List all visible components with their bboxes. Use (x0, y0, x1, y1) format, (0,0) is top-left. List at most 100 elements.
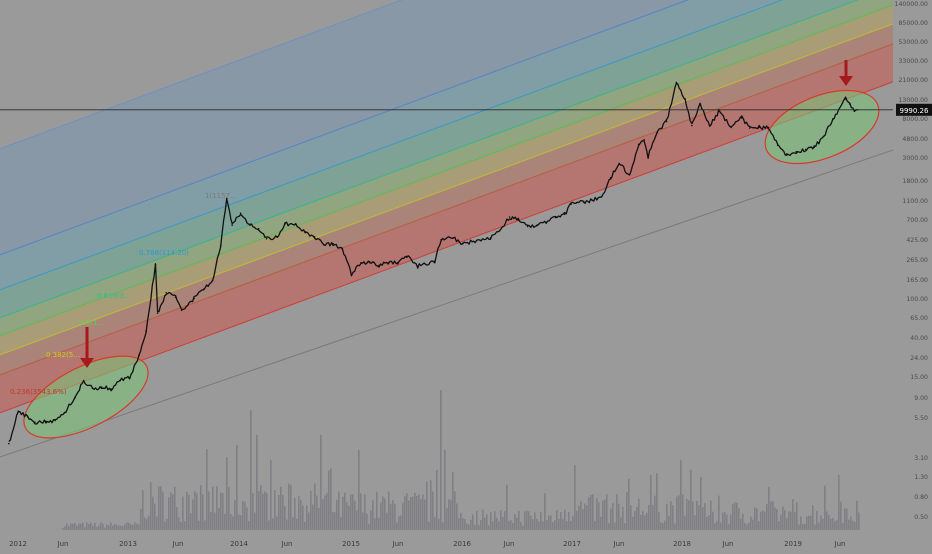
price-point (165, 291, 167, 294)
volume-bar (730, 514, 732, 530)
highlight-ellipse-2012 (23, 355, 149, 439)
x-tick-label: Jun (503, 540, 515, 548)
price-point (591, 199, 593, 202)
volume-bar (772, 501, 774, 530)
volume-bar (114, 524, 116, 530)
volume-bar (376, 491, 378, 530)
price-point (202, 288, 205, 291)
volume-bar (778, 521, 780, 530)
y-axis[interactable]: 140000.00 85000.00 53000.00 33000.00 21000.0… (895, 1, 929, 521)
y-tick-label: 15.00 (910, 374, 928, 381)
x-tick-label: Jun (172, 540, 184, 548)
volume-bar (516, 517, 518, 530)
price-point (332, 242, 334, 245)
volume-bar (608, 523, 610, 530)
y-tick-label: 8000.00 (902, 116, 928, 123)
volume-bar (188, 494, 190, 530)
volume-bar (600, 516, 602, 530)
price-point (284, 222, 286, 225)
volume-bar (166, 518, 168, 530)
volume-bar (568, 511, 570, 530)
volume-bar (688, 500, 690, 530)
price-point (110, 388, 112, 390)
volume-bar (696, 500, 698, 530)
volume-bar (502, 517, 504, 530)
price-point (350, 273, 353, 276)
volume-bar (582, 509, 584, 530)
price-point (211, 279, 214, 282)
volume-bar (292, 517, 294, 530)
price-point (387, 262, 390, 264)
volume-bar (252, 493, 254, 530)
highlight-ellipse-2019 (764, 89, 880, 165)
volume-bar (740, 518, 742, 530)
volume-bar (306, 505, 308, 530)
volume-bar (384, 498, 386, 530)
volume-bar (100, 522, 102, 530)
y-tick-label: 24.00 (910, 355, 928, 362)
volume-bar (820, 515, 822, 530)
volume-bar (356, 510, 358, 530)
volume-bar (786, 518, 788, 530)
price-point (265, 237, 268, 240)
volume-bar (552, 522, 554, 530)
volume-bar (344, 492, 346, 530)
volume-bar (264, 491, 266, 530)
volume-bar (286, 519, 288, 530)
price-point (647, 155, 649, 158)
volume-bar (604, 499, 606, 530)
volume-bar (302, 505, 304, 530)
price-point (461, 242, 464, 245)
volume-bar (304, 521, 306, 530)
volume-bar (776, 509, 778, 530)
volume-bar (134, 522, 136, 530)
volume-bar (664, 520, 666, 530)
volume-bar (498, 521, 500, 530)
volume-bar (650, 475, 652, 530)
price-point (570, 203, 572, 205)
volume-bar (742, 513, 744, 530)
volume-bar (624, 523, 626, 530)
volume-bar (106, 524, 108, 530)
x-axis[interactable]: 2012 Jun 2013 Jun 2014 Jun 2015 Jun 2016 Jun 2017 J… (9, 540, 845, 548)
volume-bar (676, 496, 678, 530)
price-point (508, 216, 511, 218)
volume-bar (572, 515, 574, 530)
volume-bar (542, 521, 544, 530)
volume-bar (762, 510, 764, 530)
volume-bar (712, 511, 714, 530)
volume-bar (324, 495, 326, 530)
volume-bar (112, 525, 114, 530)
volume-bar (616, 494, 618, 530)
volume-bar (160, 486, 162, 530)
fib-line (0, 0, 859, 319)
price-point (416, 265, 419, 267)
volume-bar (802, 523, 804, 530)
volume-bar (70, 523, 72, 530)
volume-bar (530, 515, 532, 530)
volume-bar (714, 523, 716, 530)
volume-bar (462, 518, 464, 530)
volume-bar (490, 512, 492, 530)
volume-bar (486, 514, 488, 530)
y-tick-label: 0.80 (914, 494, 928, 501)
volume-bar (768, 487, 770, 530)
volume-bar (558, 518, 560, 530)
price-point (831, 118, 834, 120)
volume-bar (216, 486, 218, 530)
volume-bar (654, 495, 656, 530)
volume-bar (312, 504, 314, 530)
volume-bar (86, 522, 88, 530)
price-point (128, 376, 131, 379)
volume-bar (94, 522, 96, 530)
fib-line (0, 0, 403, 150)
volume-bar (766, 503, 768, 530)
x-tick-label: Jun (722, 540, 734, 548)
y-tick-label: 40.00 (910, 335, 928, 342)
price-point (225, 197, 228, 200)
volume-bar (200, 485, 202, 530)
volume-bar (822, 518, 824, 530)
volume-bar (632, 516, 634, 530)
